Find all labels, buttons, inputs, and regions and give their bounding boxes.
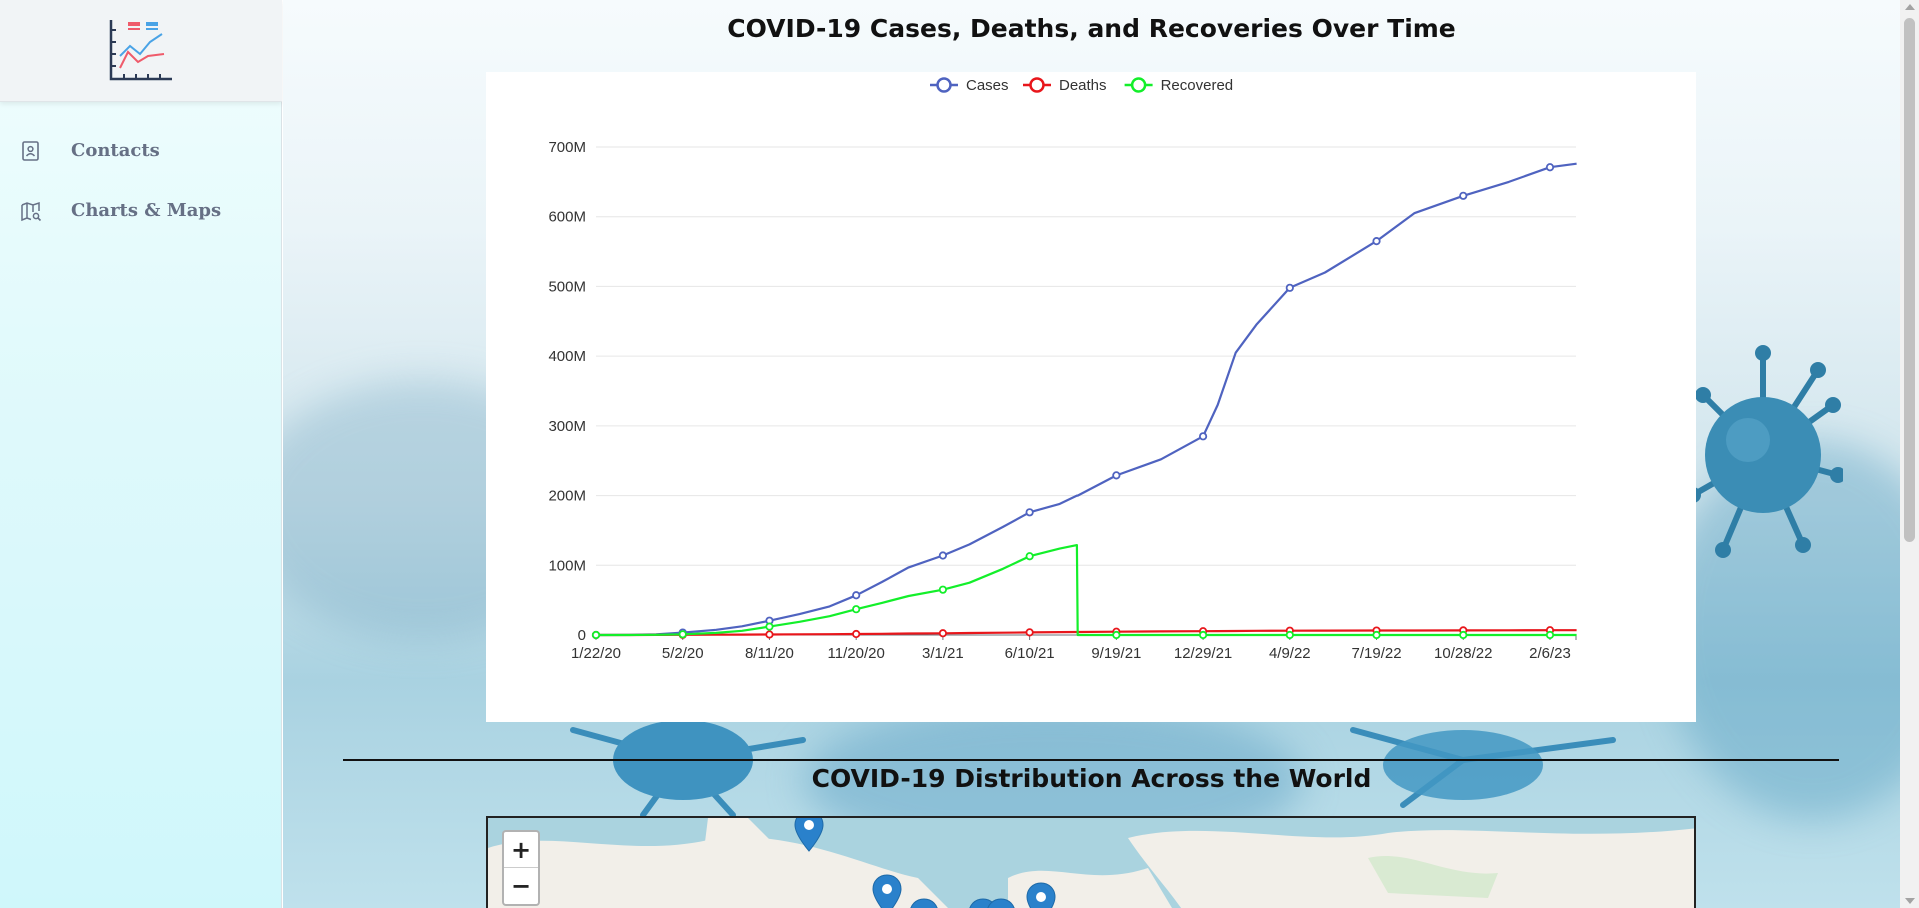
map-search-icon — [21, 201, 42, 222]
map-marker-icon[interactable] — [1026, 882, 1056, 908]
legend-label: Deaths — [1059, 77, 1107, 94]
zoom-out-button[interactable]: − — [510, 872, 532, 900]
y-tick-label: 0 — [578, 627, 586, 644]
y-tick-label: 500M — [548, 278, 586, 295]
data-point — [765, 630, 774, 639]
data-point — [852, 591, 861, 600]
data-point — [1112, 630, 1121, 640]
data-point — [938, 585, 948, 594]
data-point — [938, 551, 948, 560]
chart-section-title: COVID-19 Cases, Deaths, and Recoveries O… — [727, 14, 1456, 43]
cases-line-chart: 0 100M 200M 300M 400M 500M 600M 700M 1/22/20 5/2/… — [486, 72, 1696, 722]
data-point — [1545, 630, 1555, 640]
map-marker-icon[interactable] — [909, 898, 939, 908]
data-point — [1545, 163, 1555, 172]
data-point — [678, 630, 687, 639]
y-tick-label: 300M — [548, 418, 586, 435]
sidebar: Contacts Charts & Maps — [0, 0, 282, 908]
logo-container[interactable] — [0, 0, 282, 102]
zoom-in-button[interactable]: + — [504, 832, 538, 868]
series-line-cases — [595, 162, 1577, 637]
legend-label: Cases — [966, 77, 1009, 94]
data-point — [1285, 630, 1294, 640]
data-point — [1025, 508, 1034, 517]
data-point — [1459, 191, 1468, 200]
main-content: COVID-19 Cases, Deaths, and Recoveries O… — [283, 0, 1900, 908]
scroll-down-icon[interactable] — [1905, 898, 1915, 904]
page-scrollbar[interactable] — [1900, 0, 1919, 908]
map-tiles[interactable] — [488, 818, 1696, 908]
x-tick-label: 3/1/21 — [922, 645, 964, 662]
map-marker-icon[interactable] — [986, 898, 1016, 908]
y-tick-label: 100M — [548, 557, 586, 574]
data-point — [1459, 630, 1468, 640]
data-point — [938, 629, 948, 638]
data-point — [1372, 237, 1381, 246]
series-line-deaths — [596, 629, 1577, 637]
virus-decoration-icon — [1350, 727, 1616, 808]
world-map[interactable]: + − — [486, 816, 1696, 908]
y-tick-label: 700M — [548, 139, 586, 156]
map-section-title: COVID-19 Distribution Across the World — [811, 764, 1372, 793]
data-point — [1025, 628, 1034, 637]
data-point — [765, 622, 774, 631]
legend-item-deaths[interactable]: Deaths — [1023, 77, 1107, 94]
series-line-recovered — [596, 544, 1577, 637]
x-tick-label: 9/19/21 — [1091, 645, 1141, 662]
x-tick-label: 8/11/20 — [745, 645, 794, 662]
y-tick-label: 400M — [548, 348, 586, 365]
x-tick-label: 7/19/22 — [1352, 645, 1402, 662]
data-point — [1198, 630, 1208, 640]
map-marker-icon[interactable] — [794, 816, 824, 852]
map-marker-icon[interactable] — [872, 874, 902, 908]
scrollbar-thumb[interactable] — [1904, 18, 1915, 542]
legend-label: Recovered — [1161, 77, 1234, 94]
legend-item-cases[interactable]: Cases — [930, 77, 1009, 94]
x-tick-label: 11/20/20 — [828, 645, 885, 662]
x-tick-label: 4/9/22 — [1269, 645, 1311, 662]
legend-swatch-circle — [936, 77, 952, 93]
scroll-up-icon[interactable] — [1905, 4, 1915, 10]
section-divider — [343, 759, 1839, 761]
legend-swatch-circle — [1029, 77, 1045, 93]
data-point — [1198, 432, 1208, 441]
legend-swatch-circle — [1130, 77, 1147, 93]
legend-item-recovered[interactable]: Recovered — [1124, 77, 1234, 94]
chart-canvas: 0 100M 200M 300M 400M 500M 600M 700M 1/22/20 5/2/… — [548, 77, 1577, 662]
sidebar-item-charts-maps[interactable]: Charts & Maps — [0, 188, 282, 232]
y-tick-label: 600M — [548, 209, 586, 226]
sidebar-item-contacts[interactable]: Contacts — [0, 128, 282, 172]
data-point — [591, 630, 601, 640]
virus-decoration-icon — [1685, 345, 1843, 558]
x-tick-label: 6/10/21 — [1005, 645, 1055, 662]
data-point — [1372, 630, 1381, 640]
y-tick-label: 200M — [548, 488, 586, 505]
sidebar-item-label: Charts & Maps — [71, 199, 222, 221]
line-chart-logo-icon — [109, 20, 172, 81]
data-point — [852, 629, 861, 639]
data-point — [1025, 552, 1034, 561]
data-point — [852, 605, 861, 614]
contact-book-icon — [22, 141, 39, 161]
data-point — [1285, 283, 1294, 292]
sidebar-item-label: Contacts — [71, 139, 160, 161]
x-tick-label: 2/6/23 — [1529, 645, 1571, 662]
data-point — [1112, 471, 1121, 480]
x-tick-label: 5/2/20 — [662, 645, 704, 662]
x-tick-label: 10/28/22 — [1434, 645, 1492, 662]
x-tick-label: 12/29/21 — [1174, 645, 1232, 662]
x-tick-label: 1/22/20 — [571, 645, 621, 662]
map-zoom-control: + − — [502, 830, 540, 906]
